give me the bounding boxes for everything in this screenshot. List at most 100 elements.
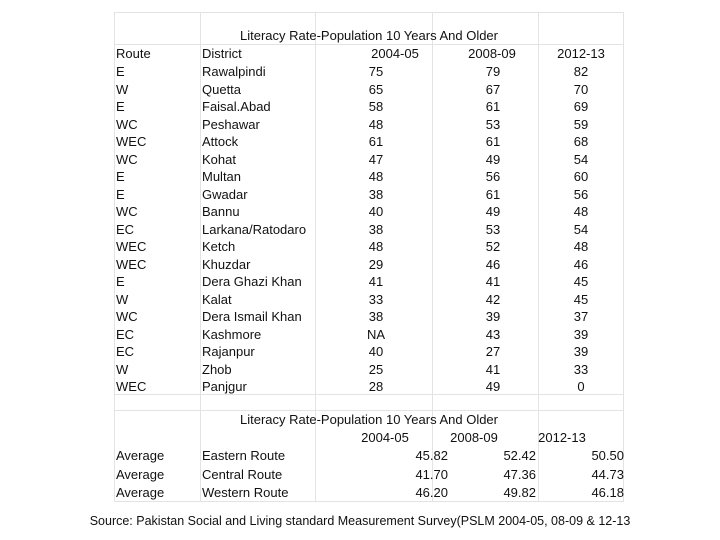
table-cell-route: WC [116,309,138,324]
average-cell-route: Western Route [202,485,289,500]
average-cell-y2: 52.42 [503,448,536,463]
table-cell-y2: 41 [485,361,501,377]
table-cell-y1: 28 [368,379,384,394]
table-cell-district: Rawalpindi [202,64,266,79]
table-cell-y1: 47 [368,151,384,167]
table-cell-route: EC [116,221,135,237]
header-route: Route [116,46,151,61]
table-cell-route: WEC [116,256,147,272]
table-cell-district: Ketch [202,239,236,254]
table-cell-y1: 40 [368,344,384,359]
average-cell-y2: 49.82 [503,485,536,500]
table-cell-y1: 29 [368,256,384,272]
table-cell-y3: 45 [573,291,589,307]
average-cell-y1: 45.82 [415,448,448,463]
table-cell-y3: 39 [573,344,589,359]
table-cell-district: Kohat [202,151,236,167]
average-cell-route: Eastern Route [202,448,286,463]
table-cell-y2: 53 [485,116,501,132]
table-cell-y2: 49 [485,151,501,167]
table-cell-y3: 54 [573,221,589,237]
table-cell-y1: 48 [368,169,384,184]
table-cell-y1: 25 [368,361,384,377]
table-cell-district: Bannu [202,204,240,219]
table-cell-district: Larkana/Ratodaro [202,221,307,237]
table-cell-y3: 54 [573,151,589,167]
table-cell-y3: 46 [573,256,589,272]
header-2008-09: 2008-09 [468,46,516,61]
table-cell-y2: 41 [485,274,501,289]
header-2004-05: 2004-05 [371,46,419,61]
table-cell-y3: 33 [573,361,589,377]
source-note: Source: Pakistan Social and Living stand… [89,514,631,528]
table-cell-y2: 27 [485,344,501,359]
table-cell-y1: 61 [368,134,384,149]
table-cell-y3: 59 [573,116,589,132]
table-cell-y2: 53 [485,221,501,237]
table-cell-y3: 70 [573,81,589,97]
table-cell-y2: 79 [485,64,501,79]
table-cell-route: WEC [116,134,147,149]
table-cell-route: W [116,81,129,97]
table-cell-route: E [116,274,125,289]
average-cell-label: Average [116,466,165,482]
table1-title: Literacy Rate-Population 10 Years And Ol… [239,28,499,43]
table-cell-y1: 75 [368,64,384,79]
average-cell-label: Average [116,448,165,463]
table-cell-y3: 69 [573,99,589,114]
table-cell-y2: 56 [485,169,501,184]
table-cell-y2: 43 [485,326,501,342]
average-cell-y1: 46.20 [415,485,448,500]
header-district: District [202,46,242,61]
avg-header-2008-09: 2008-09 [450,430,498,445]
table-cell-route: W [116,361,129,377]
table-cell-y3: 45 [573,274,589,289]
table-cell-route: E [116,186,125,202]
table-cell-y2: 61 [485,99,501,114]
table-cell-route: W [116,291,129,307]
table-cell-y3: 0 [577,379,585,394]
table-cell-y1: 38 [368,309,384,324]
table-cell-y3: 37 [573,309,589,324]
avg-header-2012-13: 2012-13 [538,430,586,445]
table-cell-route: WEC [116,379,147,394]
table-cell-route: WC [116,204,138,219]
table-cell-y3: 82 [573,64,589,79]
table-cell-y3: 48 [573,239,589,254]
table-cell-district: Dera Ghazi Khan [202,274,302,289]
table-cell-y1: 38 [368,186,384,202]
table-cell-y1: 33 [368,291,384,307]
table-cell-district: Multan [202,169,242,184]
table-cell-y2: 49 [485,204,501,219]
table-cell-y1: 40 [368,204,384,219]
average-cell-y3: 46.18 [591,485,624,500]
table-cell-route: WEC [116,239,147,254]
table-cell-y1: 41 [368,274,384,289]
table-cell-y3: 68 [573,134,589,149]
table-cell-district: Quetta [202,81,242,97]
table-cell-y1: 48 [368,239,384,254]
table-cell-district: Rajanpur [202,344,255,359]
table-cell-y3: 39 [573,326,589,342]
table-cell-district: Khuzdar [202,256,251,272]
table-cell-district: Peshawar [202,116,260,132]
table-cell-route: WC [116,151,138,167]
table-cell-y3: 56 [573,186,589,202]
table-cell-y2: 49 [485,379,501,394]
table-cell-district: Dera Ismail Khan [202,309,302,324]
table-cell-y3: 48 [573,204,589,219]
average-cell-y2: 47.36 [503,466,536,482]
table-cell-y2: 61 [485,134,501,149]
average-cell-route: Central Route [202,466,283,482]
table-cell-district: Kalat [202,291,232,307]
table-cell-district: Faisal.Abad [202,99,271,114]
table-cell-y1: 65 [368,81,384,97]
table-cell-route: WC [116,116,138,132]
table-cell-y2: 61 [485,186,501,202]
table-cell-route: EC [116,326,135,342]
table-cell-y1: NA [366,326,386,342]
table-cell-y2: 39 [485,309,501,324]
table-cell-y2: 67 [485,81,501,97]
